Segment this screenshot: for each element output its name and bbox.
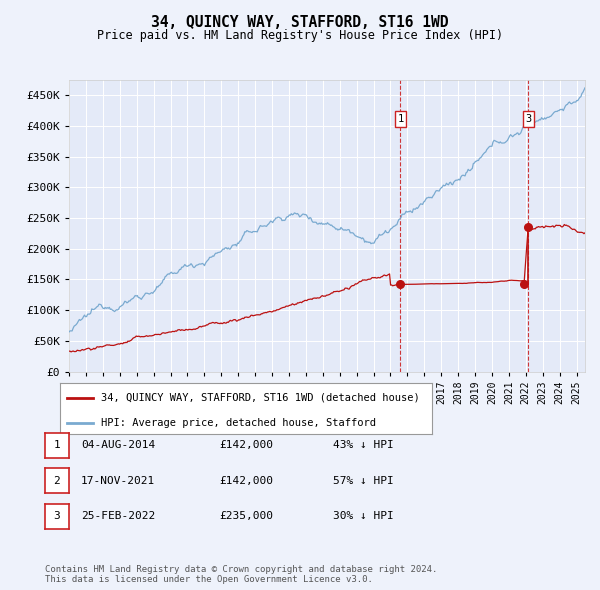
Text: £142,000: £142,000 [219, 441, 273, 450]
Text: 43% ↓ HPI: 43% ↓ HPI [333, 441, 394, 450]
Text: 1: 1 [53, 441, 61, 450]
Text: 3: 3 [525, 114, 532, 124]
Text: 57% ↓ HPI: 57% ↓ HPI [333, 476, 394, 486]
Text: 2: 2 [53, 476, 61, 486]
Text: 25-FEB-2022: 25-FEB-2022 [81, 512, 155, 521]
Text: 04-AUG-2014: 04-AUG-2014 [81, 441, 155, 450]
Text: £235,000: £235,000 [219, 512, 273, 521]
Text: 17-NOV-2021: 17-NOV-2021 [81, 476, 155, 486]
Text: 3: 3 [53, 512, 61, 521]
Text: 30% ↓ HPI: 30% ↓ HPI [333, 512, 394, 521]
Text: 1: 1 [397, 114, 404, 124]
Text: 34, QUINCY WAY, STAFFORD, ST16 1WD (detached house): 34, QUINCY WAY, STAFFORD, ST16 1WD (deta… [101, 392, 419, 402]
Text: Price paid vs. HM Land Registry's House Price Index (HPI): Price paid vs. HM Land Registry's House … [97, 30, 503, 42]
Text: HPI: Average price, detached house, Stafford: HPI: Average price, detached house, Staf… [101, 418, 376, 428]
Text: 34, QUINCY WAY, STAFFORD, ST16 1WD: 34, QUINCY WAY, STAFFORD, ST16 1WD [151, 15, 449, 30]
Text: £142,000: £142,000 [219, 476, 273, 486]
Text: Contains HM Land Registry data © Crown copyright and database right 2024.
This d: Contains HM Land Registry data © Crown c… [45, 565, 437, 584]
